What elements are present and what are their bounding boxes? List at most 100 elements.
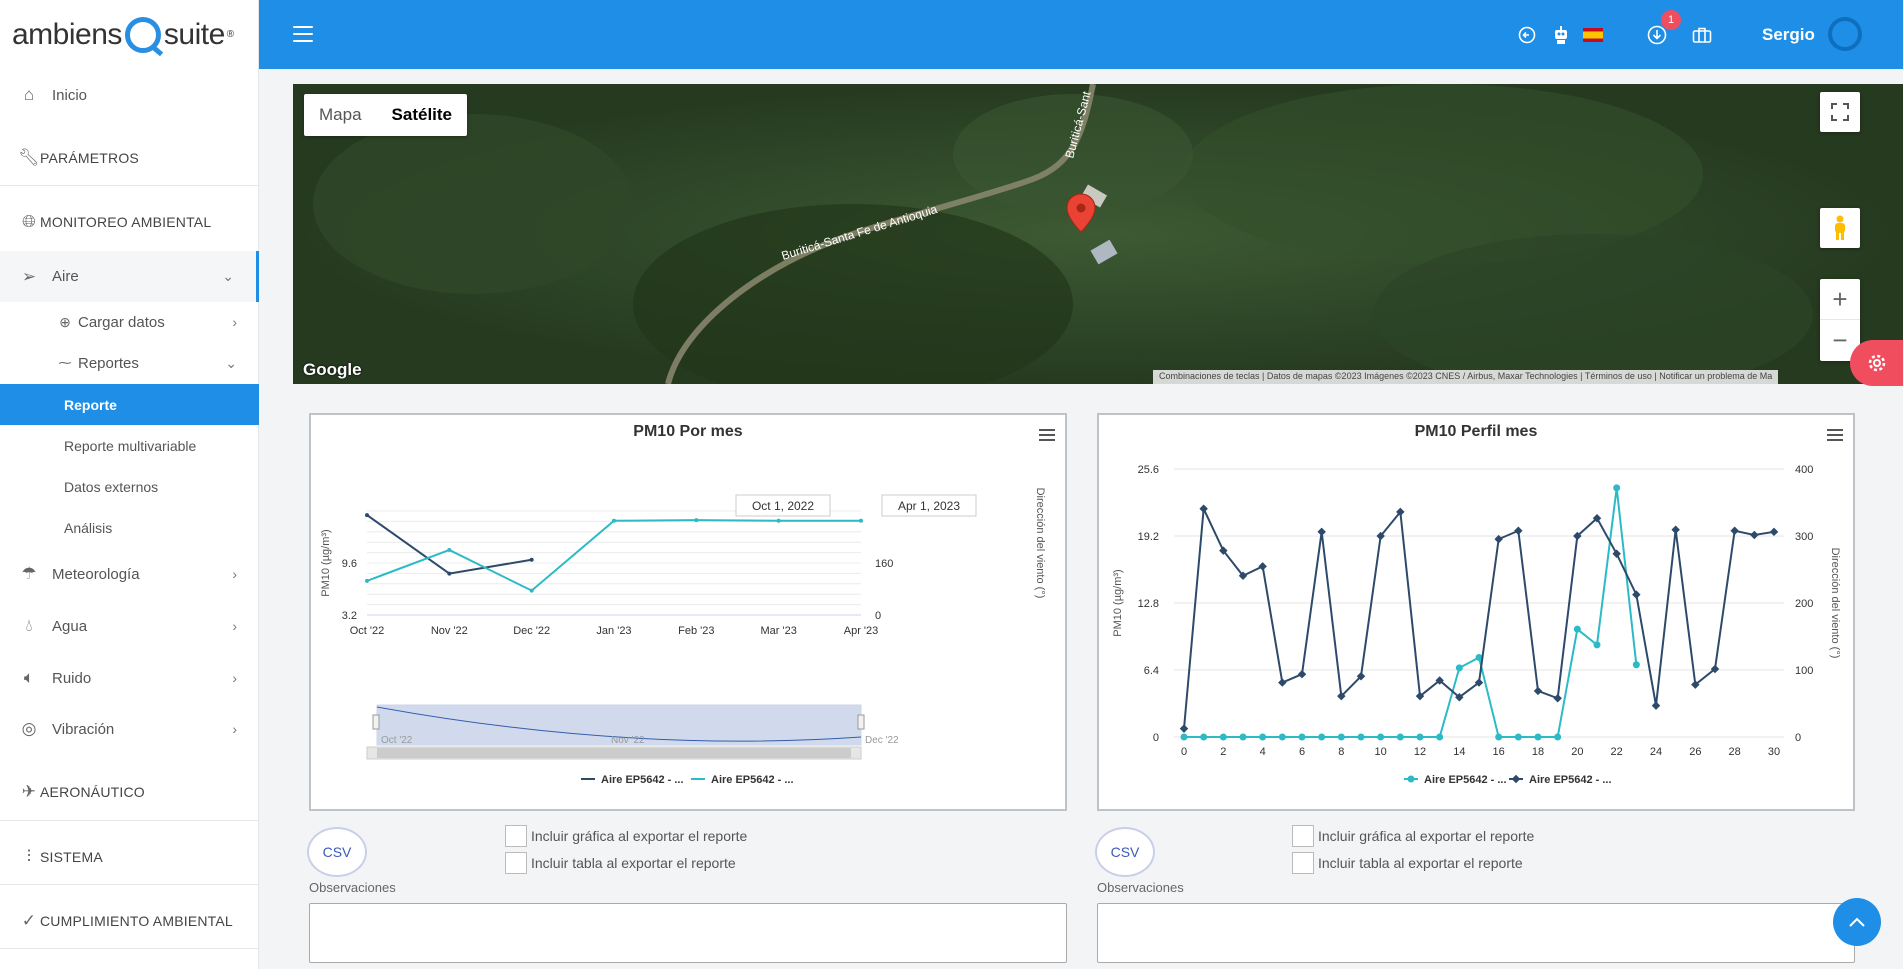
sidebar-section-aeronautico[interactable]: ✈︎ AERONÁUTICO — [0, 777, 259, 807]
map-tab-satelite[interactable]: Satélite — [391, 105, 453, 124]
y2-axis-title: Dirección del viento (°) — [1034, 488, 1046, 599]
data-point — [859, 518, 863, 523]
sidebar-divider — [0, 185, 259, 186]
sidebar-item-aire[interactable]: ➢ Aire ⌄ — [0, 251, 259, 302]
csv-button[interactable]: CSV — [1095, 827, 1155, 877]
data-point — [1200, 733, 1208, 741]
pegman-icon[interactable] — [1820, 208, 1860, 248]
range-to-input — [881, 494, 977, 517]
chart-menu-icon[interactable] — [1827, 429, 1843, 444]
x-tick-label: Feb '23 — [678, 625, 714, 637]
data-point — [776, 518, 781, 523]
checkbox[interactable] — [505, 852, 527, 874]
y2-tick-label: 0 — [875, 610, 881, 622]
upload-circle-icon: ⊕ — [59, 313, 71, 330]
sidebar-item-label: SISTEMA — [40, 849, 103, 865]
data-point — [1769, 527, 1779, 537]
y2-tick-label: 400 — [1795, 464, 1813, 476]
brand-logo[interactable]: ambiens suite ® — [0, 0, 258, 69]
data-point — [529, 588, 534, 593]
sidebar-item-agua[interactable]: 💧︎ Agua › — [0, 611, 259, 641]
home-icon: ⌂ — [23, 85, 35, 104]
chart-panel-por-mes: PM10 Por mes Oct '22 Nov '22 Dec '22 Jan '2… — [309, 413, 1067, 811]
range-from-input — [735, 494, 831, 517]
chart-title: PM10 Por mes — [633, 423, 743, 440]
data-point — [1651, 701, 1661, 710]
sidebar-section-cumplimiento[interactable]: ✓ CUMPLIMIENTO AMBIENTAL — [0, 906, 259, 936]
sidebar-item-cargar-datos[interactable]: ⊕ Cargar datos › — [0, 307, 259, 337]
x-tick-label: 28 — [1729, 746, 1741, 758]
sidebar-section-parametros[interactable]: 🔧︎ PARÁMETROS — [0, 143, 259, 173]
navigator-label: Dec '22 — [865, 735, 899, 746]
observaciones-label: Observaciones — [1097, 880, 1184, 895]
map-tab-mapa[interactable]: Mapa — [319, 105, 362, 124]
y-tick-label: 12.8 — [1138, 598, 1159, 610]
briefcase-icon[interactable] — [1691, 24, 1713, 46]
observaciones-textarea[interactable] — [1097, 903, 1855, 963]
navigator-window — [376, 704, 862, 746]
y-axis-title: PM10 (µg/m³) — [320, 529, 332, 596]
robot-icon[interactable] — [1550, 24, 1572, 46]
sidebar-item-meteorologia[interactable]: ☂︎ Meteorología › — [0, 559, 259, 589]
checkbox[interactable] — [1292, 852, 1314, 874]
x-tick-label: 30 — [1768, 746, 1780, 758]
sidebar-item-reporte[interactable]: Reporte — [0, 384, 259, 425]
settings-gear-button[interactable] — [1850, 340, 1903, 386]
satellite-map[interactable]: Buriticá-Santa Fe de Antioquia Buriticá-… — [293, 84, 1903, 384]
include-chart-checkbox[interactable]: Incluir gráfica al exportar el reporte — [505, 825, 747, 847]
include-table-checkbox[interactable]: Incluir tabla al exportar el reporte — [505, 852, 736, 874]
data-point — [1278, 733, 1286, 741]
sidebar-item-label: AERONÁUTICO — [40, 784, 145, 800]
sidebar-item-label: Vibración — [52, 720, 115, 738]
sidebar-item-reporte-multivariable[interactable]: Reporte multivariable — [0, 431, 259, 461]
x-tick-label: 26 — [1689, 746, 1701, 758]
chevron-right-icon: › — [232, 314, 237, 330]
checkbox[interactable] — [1292, 825, 1314, 847]
sidebar-item-inicio[interactable]: ⌂ Inicio — [0, 80, 259, 110]
sidebar-item-analisis[interactable]: Análisis — [0, 513, 259, 543]
x-tick-label: 18 — [1532, 746, 1544, 758]
x-tick-label: 20 — [1571, 746, 1583, 758]
y-tick-label: 0 — [1153, 732, 1159, 744]
sidebar-item-label: MONITOREO AMBIENTAL — [40, 214, 212, 230]
navigator-handle-right — [857, 714, 865, 730]
map-attribution[interactable]: Combinaciones de teclas | Datos de mapas… — [1153, 370, 1779, 384]
checkbox[interactable] — [505, 825, 527, 847]
sidebar-item-vibracion[interactable]: ◎ Vibración › — [0, 714, 259, 744]
map-marker-icon[interactable] — [1066, 193, 1096, 233]
sidebar-item-ruido[interactable]: 🔈︎ Ruido › — [0, 663, 259, 693]
sidebar-divider — [0, 884, 259, 885]
y-axis-title: PM10 (µg/m³) — [1112, 569, 1124, 636]
observaciones-textarea[interactable] — [309, 903, 1067, 963]
data-point — [1495, 733, 1503, 741]
download-icon[interactable] — [1646, 24, 1668, 46]
checkbox-label: Incluir tabla al exportar el reporte — [1318, 855, 1523, 871]
spain-flag-icon[interactable] — [1582, 24, 1604, 46]
fullscreen-icon[interactable] — [1820, 92, 1860, 132]
sidebar-divider — [0, 948, 259, 949]
sidebar-item-label: Reportes — [78, 354, 139, 372]
csv-button[interactable]: CSV — [307, 827, 367, 877]
data-point — [1436, 733, 1444, 741]
back-icon[interactable] — [1516, 24, 1538, 46]
scroll-to-top-button[interactable] — [1833, 898, 1881, 946]
droplet-icon: 💧︎ — [25, 616, 33, 635]
chart-menu-icon[interactable] — [1039, 429, 1055, 444]
include-chart-checkbox[interactable]: Incluir gráfica al exportar el reporte — [1292, 825, 1534, 847]
sidebar-section-sistema[interactable]: ⫶ SISTEMA — [0, 842, 259, 872]
data-point — [1554, 733, 1562, 741]
user-name[interactable]: Sergio — [1762, 25, 1815, 44]
data-point — [1750, 530, 1759, 540]
sidebar-item-reportes[interactable]: ⁓ Reportes ⌄ — [0, 348, 259, 378]
hamburger-menu-icon[interactable] — [293, 26, 313, 42]
zoom-in-button[interactable]: + — [1820, 279, 1860, 320]
data-point — [1730, 526, 1739, 536]
sidebar-section-monitoreo[interactable]: 🌐︎ MONITOREO AMBIENTAL — [0, 207, 259, 237]
zoom-out-button[interactable]: − — [1832, 325, 1848, 355]
user-avatar[interactable] — [1828, 17, 1862, 51]
legend-label: Aire EP5642 - ... — [601, 774, 684, 786]
include-table-checkbox[interactable]: Incluir tabla al exportar el reporte — [1292, 852, 1523, 874]
sidebar-item-datos-externos[interactable]: Datos externos — [0, 472, 259, 502]
sidebar-item-label: Agua — [52, 617, 88, 635]
